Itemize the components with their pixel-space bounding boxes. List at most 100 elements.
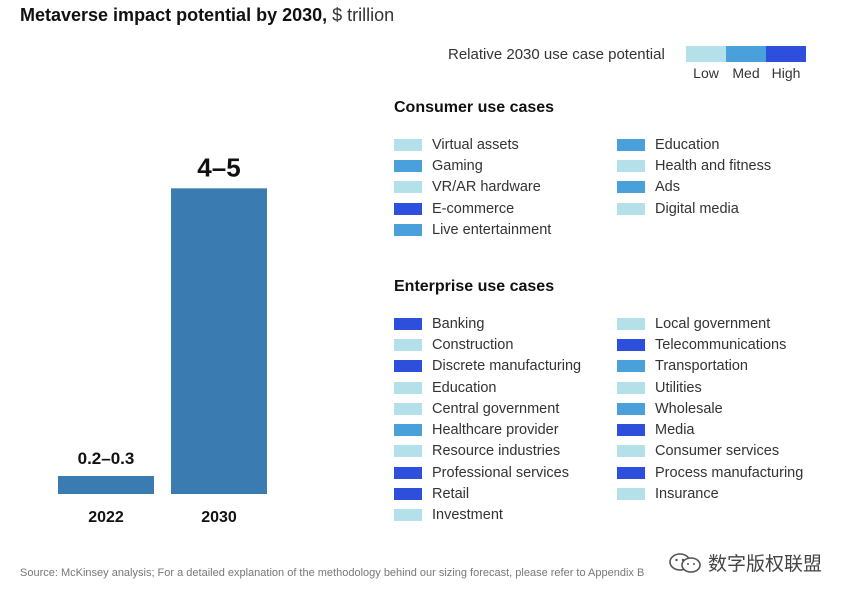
legend-tick-med: Med	[732, 65, 760, 81]
potential-swatch-low	[394, 338, 422, 351]
use-case-item: Resource industries	[394, 441, 581, 462]
use-case-item: Retail	[394, 483, 581, 504]
potential-swatch-high	[394, 466, 422, 479]
potential-swatch-med	[617, 360, 645, 373]
potential-swatch-med	[617, 138, 645, 151]
use-case-label: Healthcare provider	[432, 422, 559, 439]
potential-swatch-high	[617, 338, 645, 351]
use-case-item: Utilities	[617, 377, 803, 398]
bar-chart: 0.2–0.3 2022 4–5 2030	[58, 152, 267, 526]
potential-swatch-high	[394, 317, 422, 330]
use-case-item: Discrete manufacturing	[394, 356, 581, 377]
potential-swatch-low	[617, 488, 645, 501]
legend-tick-high: High	[771, 65, 801, 81]
use-case-item: Live entertainment	[394, 219, 551, 240]
legend-scale	[686, 46, 806, 62]
potential-swatch-high	[394, 488, 422, 501]
use-case-label: Investment	[432, 507, 503, 524]
potential-swatch-low	[394, 181, 422, 194]
chart-title: Metaverse impact potential by 2030, $ tr…	[20, 5, 395, 25]
use-case-label: Health and fitness	[655, 157, 772, 174]
x-tick-2022: 2022	[88, 509, 124, 526]
use-case-item: Consumer services	[617, 441, 803, 462]
use-case-label: Resource industries	[432, 443, 561, 460]
use-case-item: Professional services	[394, 462, 581, 483]
potential-swatch-low	[394, 138, 422, 151]
use-case-item: Banking	[394, 313, 581, 334]
use-case-label: Utilities	[655, 379, 702, 396]
potential-swatch-med	[617, 402, 645, 415]
potential-swatch-med	[394, 223, 422, 236]
potential-swatch-low	[617, 381, 645, 394]
use-case-label: Banking	[432, 315, 485, 332]
source-note: Source: McKinsey analysis; For a detaile…	[20, 567, 645, 579]
use-case-label: Telecommunications	[655, 336, 787, 353]
use-case-label: Ads	[655, 179, 680, 196]
watermark: 数字版权联盟	[668, 549, 822, 576]
use-case-label: Insurance	[655, 486, 719, 503]
bar-2022	[58, 476, 154, 494]
potential-swatch-med	[394, 159, 422, 172]
enterprise-list-col2: Local government Telecommunications Transp…	[617, 313, 803, 505]
use-case-label: Education	[655, 136, 720, 153]
use-case-label: VR/AR hardware	[432, 179, 541, 196]
use-case-label: Professional services	[432, 464, 569, 481]
use-case-item: Process manufacturing	[617, 462, 803, 483]
use-case-label: Live entertainment	[432, 221, 552, 238]
use-case-label: Local government	[655, 315, 771, 332]
use-case-item: Ads	[617, 177, 771, 198]
potential-swatch-low	[617, 445, 645, 458]
use-case-item: Local government	[617, 313, 803, 334]
use-case-label: Gaming	[432, 157, 483, 174]
consumer-list-col1: Virtual assets Gaming VR/AR hardware E-comm…	[394, 134, 551, 240]
enterprise-title: Enterprise use cases	[394, 278, 555, 295]
use-case-item: Virtual assets	[394, 134, 551, 155]
enterprise-list-col1: Banking Construction Discrete manufacturin…	[394, 313, 581, 526]
legend-swatch-med	[726, 46, 766, 62]
use-case-item: E-commerce	[394, 198, 551, 219]
bar-2030	[171, 188, 267, 494]
use-case-label: Central government	[432, 400, 560, 417]
use-case-label: Wholesale	[655, 400, 723, 417]
use-case-item: Wholesale	[617, 398, 803, 419]
potential-swatch-low	[617, 202, 645, 215]
use-case-item: Insurance	[617, 483, 803, 504]
data-label-2022: 0.2–0.3	[78, 449, 135, 468]
use-case-label: Consumer services	[655, 443, 780, 460]
use-case-label: Transportation	[655, 358, 748, 375]
potential-swatch-low	[617, 317, 645, 330]
use-case-label: Construction	[432, 336, 514, 353]
use-case-label: Media	[655, 422, 695, 439]
use-case-item: Education	[617, 134, 771, 155]
potential-swatch-high	[617, 466, 645, 479]
use-case-item: Gaming	[394, 155, 551, 176]
use-case-item: Healthcare provider	[394, 419, 581, 440]
potential-swatch-high	[394, 360, 422, 373]
legend-tick-low: Low	[693, 65, 719, 81]
use-case-item: Health and fitness	[617, 155, 771, 176]
wechat-icon	[669, 552, 701, 573]
use-case-label: Process manufacturing	[655, 464, 804, 481]
legend-swatch-low	[686, 46, 726, 62]
use-case-label: E-commerce	[432, 200, 515, 217]
use-case-item: Digital media	[617, 198, 771, 219]
watermark-text: 数字版权联盟	[708, 553, 823, 575]
use-case-item: Central government	[394, 398, 581, 419]
data-label-2030: 4–5	[197, 152, 240, 182]
use-case-item: Media	[617, 419, 803, 440]
use-case-item: Telecommunications	[617, 334, 803, 355]
potential-swatch-low	[394, 509, 422, 522]
potential-swatch-low	[617, 159, 645, 172]
x-tick-2030: 2030	[201, 509, 237, 526]
potential-swatch-med	[394, 424, 422, 437]
use-case-item: VR/AR hardware	[394, 177, 551, 198]
use-case-label: Retail	[432, 486, 470, 503]
potential-swatch-low	[394, 381, 422, 394]
potential-swatch-high	[394, 202, 422, 215]
consumer-title: Consumer use cases	[394, 99, 555, 116]
potential-swatch-high	[617, 424, 645, 437]
legend-ticks: Low Med High	[686, 65, 806, 81]
use-case-label: Discrete manufacturing	[432, 358, 582, 375]
legend-swatch-high	[766, 46, 806, 62]
potential-swatch-med	[617, 181, 645, 194]
